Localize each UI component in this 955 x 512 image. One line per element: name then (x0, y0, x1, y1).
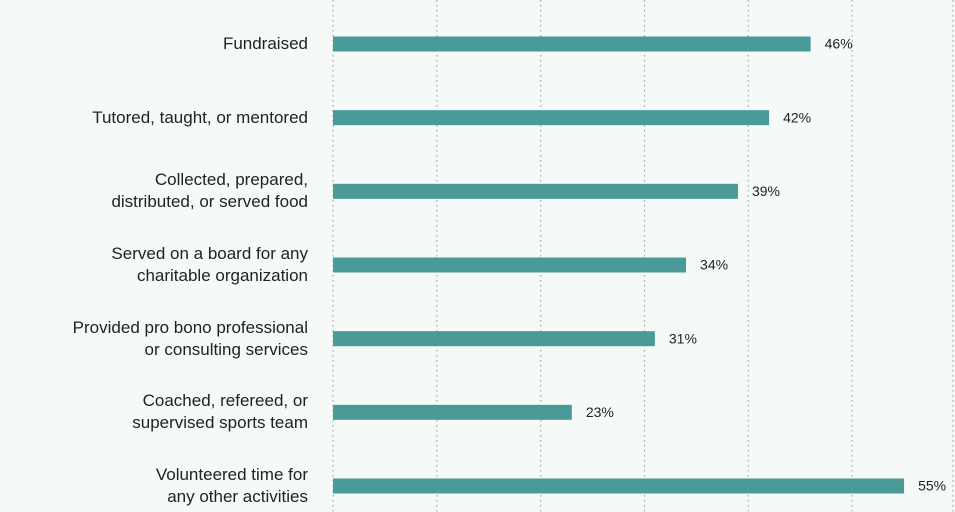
bar (333, 331, 655, 347)
category-label: Collected, prepared, distributed, or ser… (111, 170, 308, 212)
bar (333, 404, 572, 420)
value-label: 42% (783, 109, 811, 125)
value-label: 39% (752, 183, 780, 199)
category-label: Tutored, taught, or mentored (92, 107, 308, 127)
bar (333, 257, 687, 273)
value-label: 34% (700, 257, 728, 273)
category-label: Volunteered time for any other activitie… (155, 465, 308, 506)
value-label: 23% (586, 404, 614, 420)
bar (333, 183, 738, 199)
bar (333, 36, 811, 52)
bar (333, 110, 770, 126)
value-label: 31% (669, 330, 697, 346)
category-label: Fundraised (222, 34, 308, 53)
category-label: Served on a board for any charitable org… (111, 244, 308, 285)
category-label: Coached, refereed, or supervised sports … (132, 391, 308, 433)
category-label: Provided pro bono professional or consul… (72, 317, 308, 359)
value-label: 46% (825, 36, 853, 52)
bar (333, 478, 905, 494)
value-label: 55% (918, 478, 946, 494)
